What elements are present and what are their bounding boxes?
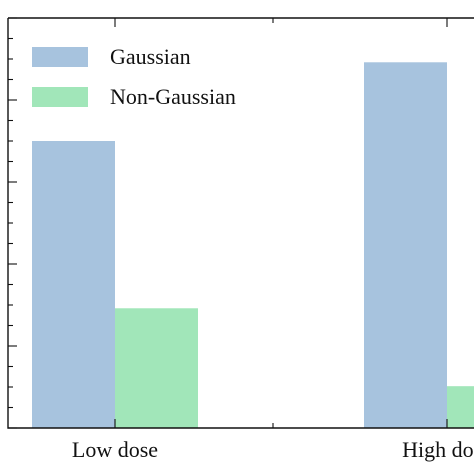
legend-swatch <box>32 47 88 67</box>
bar <box>115 308 198 428</box>
axes-frame <box>7 17 474 429</box>
legend-label: Non-Gaussian <box>110 84 236 109</box>
legend-label: Gaussian <box>110 44 191 69</box>
bar <box>32 141 115 428</box>
x-tick-label: High dose <box>402 437 474 462</box>
x-tick-label: Low dose <box>72 437 158 462</box>
bar <box>447 386 474 428</box>
bar <box>364 62 447 428</box>
legend-swatch <box>32 87 88 107</box>
